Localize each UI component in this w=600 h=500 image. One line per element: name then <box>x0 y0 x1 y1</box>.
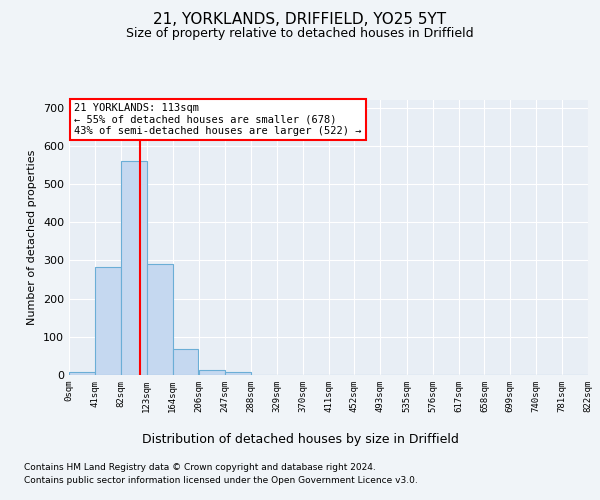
Text: Distribution of detached houses by size in Driffield: Distribution of detached houses by size … <box>142 432 458 446</box>
Text: Contains HM Land Registry data © Crown copyright and database right 2024.: Contains HM Land Registry data © Crown c… <box>24 462 376 471</box>
Bar <box>146 264 173 375</box>
Bar <box>69 372 95 375</box>
Bar <box>199 370 225 375</box>
Bar <box>225 372 251 375</box>
Text: 21 YORKLANDS: 113sqm
← 55% of detached houses are smaller (678)
43% of semi-deta: 21 YORKLANDS: 113sqm ← 55% of detached h… <box>74 103 362 136</box>
Text: Size of property relative to detached houses in Driffield: Size of property relative to detached ho… <box>126 28 474 40</box>
Bar <box>173 349 199 375</box>
Y-axis label: Number of detached properties: Number of detached properties <box>28 150 37 325</box>
Text: Contains public sector information licensed under the Open Government Licence v3: Contains public sector information licen… <box>24 476 418 485</box>
Bar <box>95 267 121 375</box>
Text: 21, YORKLANDS, DRIFFIELD, YO25 5YT: 21, YORKLANDS, DRIFFIELD, YO25 5YT <box>154 12 446 28</box>
Bar <box>121 161 146 375</box>
